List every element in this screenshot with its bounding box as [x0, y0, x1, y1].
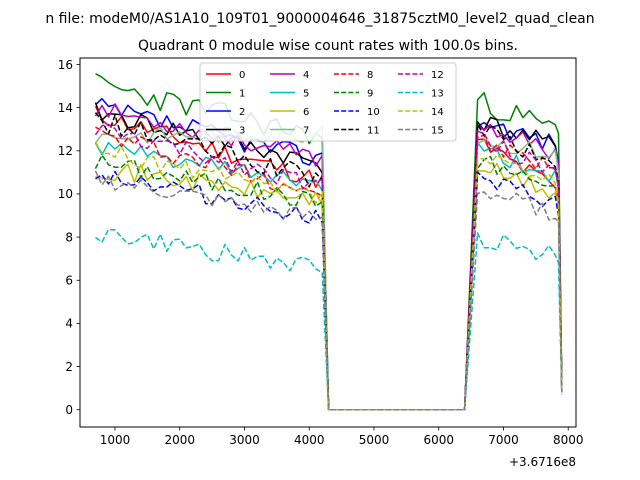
legend-label-9: 9 — [367, 89, 373, 100]
series-line-10 — [95, 170, 563, 411]
x-axis: 1000 2000 3000 4000 5000 6000 7000 8000 — [100, 427, 584, 447]
legend-label-5: 5 — [303, 89, 309, 100]
legend-label-14: 14 — [431, 107, 444, 118]
figure-suptitle: n file: modeM0/AS1A10_109T01_9000004646_… — [45, 11, 594, 27]
y-tick-label: 16 — [58, 58, 73, 72]
legend-label-2: 2 — [239, 107, 245, 118]
y-axis: 0 2 4 6 8 10 12 14 16 — [58, 58, 80, 417]
legend-box — [199, 62, 457, 142]
x-tick-label: 5000 — [359, 433, 390, 447]
y-tick-label: 8 — [65, 230, 73, 244]
legend-label-15: 15 — [431, 126, 444, 137]
chart-title: Quadrant 0 module wise count rates with … — [138, 38, 518, 54]
y-tick-label: 4 — [65, 317, 73, 331]
series-line-8 — [95, 126, 563, 411]
legend-label-6: 6 — [303, 107, 309, 118]
series-line-14 — [94, 141, 563, 411]
x-tick-label: 8000 — [553, 433, 584, 447]
y-tick-label: 0 — [65, 403, 73, 417]
legend-label-4: 4 — [303, 70, 309, 81]
legend-label-3: 3 — [239, 126, 245, 137]
y-tick-label: 2 — [65, 360, 73, 374]
legend-label-8: 8 — [367, 70, 373, 81]
x-tick-label: 3000 — [229, 433, 260, 447]
x-offset-text: +3.6716e8 — [509, 455, 576, 469]
legend-label-11: 11 — [367, 126, 380, 137]
legend-label-13: 13 — [431, 89, 444, 100]
x-tick-label: 7000 — [488, 433, 519, 447]
legend-label-12: 12 — [431, 70, 444, 81]
legend-label-1: 1 — [239, 89, 245, 100]
legend-label-10: 10 — [367, 107, 380, 118]
legend-label-7: 7 — [303, 126, 309, 137]
x-tick-label: 6000 — [423, 433, 454, 447]
y-tick-label: 6 — [65, 274, 73, 288]
y-tick-label: 12 — [58, 144, 73, 158]
x-tick-label: 2000 — [164, 433, 195, 447]
x-tick-label: 1000 — [100, 433, 131, 447]
series-line-15 — [94, 170, 563, 411]
axes-frame — [79, 57, 577, 428]
y-tick-label: 10 — [58, 187, 73, 201]
x-tick-label: 4000 — [294, 433, 325, 447]
y-tick-label: 14 — [58, 101, 73, 115]
plot-area — [94, 72, 563, 411]
legend-label-0: 0 — [239, 70, 245, 81]
